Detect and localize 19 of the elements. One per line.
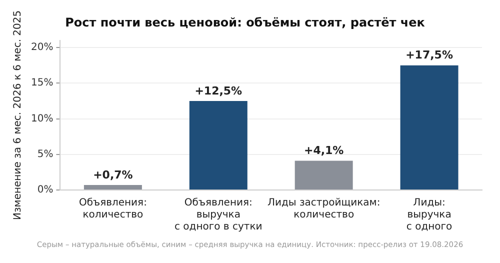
chart-title: Рост почти весь ценовой: объёмы стоят, растёт чек (65, 15, 425, 30)
y-tick-label: 15% (30, 78, 54, 89)
x-tick-label: Лиды: выручка с одного (406, 198, 452, 233)
x-tick-label: Объявления: выручка с одного в сутки (174, 198, 262, 233)
y-tick-label: 10% (30, 113, 54, 124)
y-tick-label: 20% (30, 42, 54, 54)
y-axis-title: Изменение за 6 мес. 2026 к 6 мес. 2025 (12, 10, 24, 220)
bar (84, 185, 142, 190)
y-tick-label: 5% (37, 148, 54, 160)
bar (189, 100, 248, 190)
y-tick-label: 0% (37, 184, 54, 196)
data-label: +0,7% (93, 168, 133, 182)
data-label: +17,5% (406, 48, 453, 62)
data-label: +4,1% (304, 144, 344, 158)
bar (400, 65, 458, 190)
bar (294, 160, 353, 190)
data-label: +12,5% (194, 84, 242, 98)
x-tick-label: Объявления: количество (78, 198, 147, 221)
x-tick-label: Лиды застройщикам: количество (267, 198, 380, 221)
